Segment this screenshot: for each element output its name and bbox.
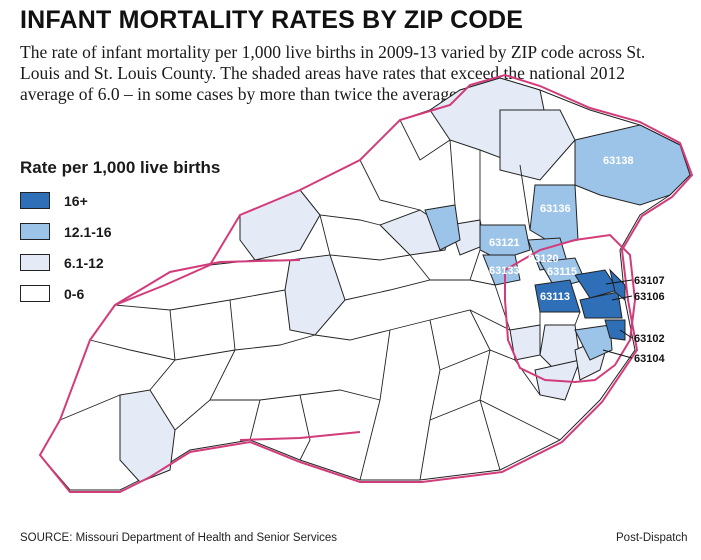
zip-border	[319, 214, 411, 261]
zip-label-63120: 63120	[528, 253, 559, 265]
legend-label: 12.1-16	[64, 223, 112, 240]
zip-border	[174, 299, 236, 431]
legend-item-16-plus: 16+	[20, 190, 220, 211]
zip-border	[299, 189, 381, 226]
zip-border	[469, 309, 501, 471]
zip-border	[469, 249, 481, 281]
callout-63107	[605, 279, 633, 285]
legend-label: 16+	[64, 192, 88, 209]
zip-border	[519, 164, 531, 231]
zip-label-63102: 63102	[634, 333, 665, 345]
zip-border	[449, 139, 456, 206]
zip-border	[249, 399, 261, 441]
zip-label-63115: 63115	[547, 266, 577, 278]
city-boundary	[504, 233, 637, 384]
legend-title: Rate per 1,000 live births	[20, 158, 221, 177]
legend-swatch-6-12	[20, 254, 50, 271]
map-title: INFANT MORTALITY RATES BY ZIP CODE	[20, 6, 524, 34]
map-description: The rate of infant mortality per 1,000 l…	[20, 42, 646, 104]
zip-label-63136: 63136	[540, 203, 571, 215]
credit-line: Post-Dispatch	[616, 532, 688, 544]
zip-border	[409, 254, 431, 281]
callout-63106	[611, 295, 633, 301]
legend-item-12-16: 12.1-16	[20, 221, 220, 242]
zip-63104	[574, 324, 613, 361]
zip-label-63107: 63107	[634, 275, 665, 287]
zip-regions-12-1-16	[424, 124, 691, 361]
legend-label: 6.1-12	[64, 254, 104, 271]
zip-border	[439, 349, 541, 396]
zip-label-63121: 63121	[489, 237, 520, 249]
legend-swatch-12-16	[20, 223, 50, 240]
map-legend: Rate per 1,000 live births 16+ 12.1-16 6…	[20, 158, 220, 314]
zip-regions-16-plus	[534, 268, 626, 341]
zip-label-63113: 63113	[540, 291, 570, 303]
zip-border	[359, 159, 421, 211]
zip-border	[114, 289, 286, 311]
zip-label-63138: 63138	[603, 155, 634, 167]
inner-boundary	[114, 259, 301, 306]
zip-63133	[482, 254, 521, 286]
zip-border	[419, 319, 441, 481]
zip-label-63106: 63106	[634, 291, 665, 303]
county-boundary	[38, 73, 694, 493]
zip-regions-6-1-12	[119, 77, 611, 483]
legend-swatch-0-6	[20, 285, 50, 302]
legend-swatch-16-plus	[20, 192, 50, 209]
zip-63106	[579, 291, 623, 319]
zip-border	[399, 119, 451, 161]
callout-63104	[602, 349, 633, 359]
zip-border	[314, 309, 511, 341]
legend-item-0-6: 0-6	[20, 283, 220, 304]
zip-area-north	[499, 109, 576, 181]
zip-label-63104: 63104	[634, 353, 665, 365]
zip-border	[59, 394, 121, 421]
inner-boundary	[239, 431, 361, 441]
county-boundary-lines	[38, 73, 694, 493]
zip-border	[359, 329, 391, 481]
zip-63138	[574, 124, 691, 206]
zip-border	[299, 394, 311, 461]
source-note: SOURCE: Missouri Department of Health an…	[20, 532, 338, 544]
callout-63102	[619, 329, 633, 339]
zip-border	[429, 399, 561, 441]
callout-lines	[602, 279, 633, 359]
legend-item-6-12: 6.1-12	[20, 252, 220, 273]
zip-area-dark-extra	[609, 268, 626, 302]
zip-63102	[604, 319, 626, 341]
legend-label: 0-6	[64, 285, 85, 302]
zip-label-63133: 63133	[489, 265, 520, 277]
zip-border	[89, 334, 316, 361]
zip-area-west-med	[424, 204, 461, 251]
zip-border	[574, 311, 581, 326]
